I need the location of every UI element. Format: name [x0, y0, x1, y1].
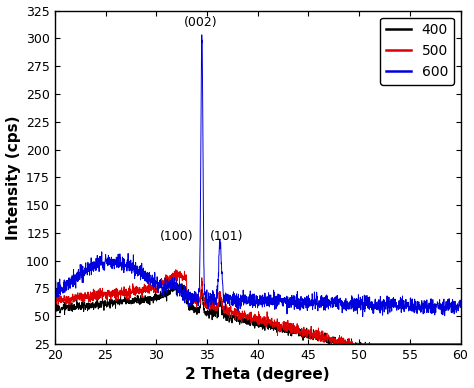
Text: (101): (101): [210, 230, 243, 243]
400: [179, 281, 185, 286]
Line: 400: 400: [55, 284, 461, 344]
400: [239, 317, 245, 322]
500: [52, 298, 58, 303]
600: [360, 314, 365, 319]
500: [372, 342, 377, 346]
500: [328, 342, 334, 346]
500: [446, 342, 452, 346]
400: [73, 304, 78, 309]
600: [372, 305, 377, 309]
500: [239, 311, 245, 316]
500: [458, 342, 464, 346]
Line: 500: 500: [55, 270, 461, 344]
Text: (002): (002): [184, 16, 218, 29]
600: [73, 278, 78, 283]
600: [52, 285, 58, 290]
400: [458, 342, 464, 346]
600: [199, 33, 205, 37]
600: [446, 301, 452, 306]
400: [446, 342, 452, 346]
Legend: 400, 500, 600: 400, 500, 600: [380, 17, 454, 85]
Y-axis label: Intensity (cps): Intensity (cps): [6, 115, 20, 239]
400: [249, 320, 255, 325]
400: [372, 342, 377, 346]
500: [173, 267, 179, 272]
500: [447, 342, 452, 346]
600: [458, 302, 464, 307]
400: [447, 342, 452, 346]
600: [249, 300, 255, 304]
600: [239, 298, 245, 303]
600: [447, 296, 452, 301]
Text: (100): (100): [160, 230, 193, 243]
X-axis label: 2 Theta (degree): 2 Theta (degree): [185, 367, 330, 383]
Line: 600: 600: [55, 35, 461, 317]
400: [327, 342, 332, 346]
500: [73, 294, 78, 299]
400: [52, 305, 58, 310]
500: [249, 318, 255, 323]
